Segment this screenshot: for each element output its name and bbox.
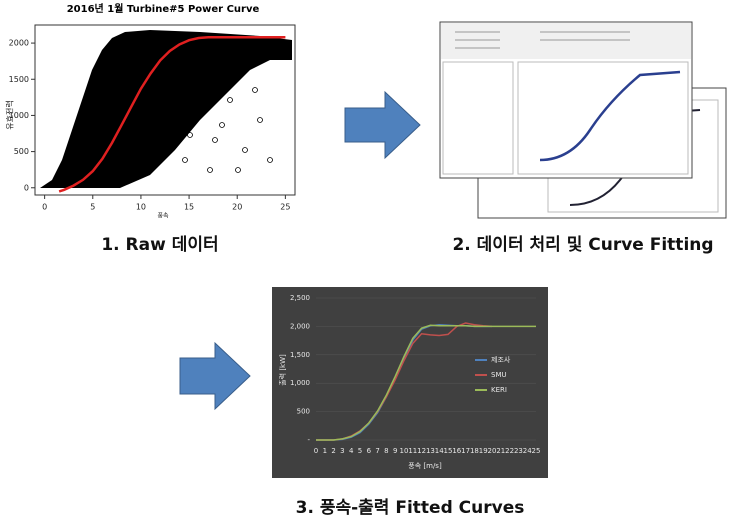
y-tick-label: 1,500 [290,351,310,359]
x-tick-label: 25 [280,203,290,212]
x-axis-label: 풍속 [m/s] [408,462,442,470]
x-tick-label: 5 [90,203,95,212]
x-tick-label: 0 [42,203,47,212]
y-tick-label: 2,500 [290,294,310,302]
x-tick-label: 17 [461,447,470,455]
x-tick-label: 12 [417,447,426,455]
arrow [179,341,251,411]
x-axis-label: 풍속 [157,212,169,220]
y-tick-label: 1,000 [290,379,310,387]
x-tick-label: 14 [435,447,444,455]
x-tick-label: 20 [232,203,242,212]
y-tick-label: 500 [297,408,310,416]
x-tick-label: 23 [514,447,523,455]
x-tick-label: 20 [488,447,497,455]
x-tick-label: 6 [367,447,372,455]
y-tick-label: 2000 [9,39,29,48]
x-tick-label: 13 [426,447,435,455]
x-tick-label: 2 [331,447,335,455]
x-tick-label: 11 [408,447,417,455]
fit-curve [58,36,286,193]
x-tick-label: 9 [393,447,397,455]
x-tick-label: 15 [184,203,194,212]
x-tick-label: 10 [136,203,146,212]
legend-label: SMU [491,371,507,379]
x-tick-label: 0 [314,447,318,455]
x-tick-label: 25 [532,447,541,455]
x-tick-label: 18 [470,447,479,455]
x-tick-label: 5 [358,447,362,455]
y-tick-label: 1000 [9,111,29,120]
software-screenshot-front [439,21,693,179]
arrow [344,90,421,160]
x-tick-label: 4 [349,447,354,455]
x-tick-label: 19 [479,447,488,455]
x-tick-label: 15 [444,447,453,455]
chart-background [272,287,548,478]
y-tick-label: - [307,436,310,444]
x-tick-label: 16 [452,447,461,455]
raw-scatter-mass [40,30,292,188]
y-tick-label: 0 [24,183,29,192]
caption: 1. Raw 데이터 [101,235,218,255]
chart-title: 2016년 1월 Turbine#5 Power Curve [67,2,260,15]
y-tick-label: 500 [14,147,29,156]
x-tick-label: 8 [384,447,388,455]
x-tick-label: 1 [323,447,327,455]
y-tick-label: 2,000 [290,322,310,330]
x-tick-label: 21 [496,447,505,455]
x-tick-label: 22 [505,447,514,455]
raw-scatter-outliers [182,87,273,173]
y-axis-label: 출력 [kW] [278,354,287,386]
x-tick-label: 24 [523,447,532,455]
caption: 3. 풍속-출력 Fitted Curves [296,498,525,518]
series-line [316,324,536,441]
y-axis-label: 유효전력 [5,100,15,129]
plot-frame [34,24,296,196]
x-tick-label: 10 [400,447,409,455]
caption: 2. 데이터 처리 및 Curve Fitting [452,235,713,255]
y-tick-label: 1500 [9,75,29,84]
legend-label: KERI [491,386,507,394]
x-tick-label: 3 [340,447,344,455]
legend-label: 제조사 [491,355,511,364]
x-tick-label: 7 [375,447,379,455]
